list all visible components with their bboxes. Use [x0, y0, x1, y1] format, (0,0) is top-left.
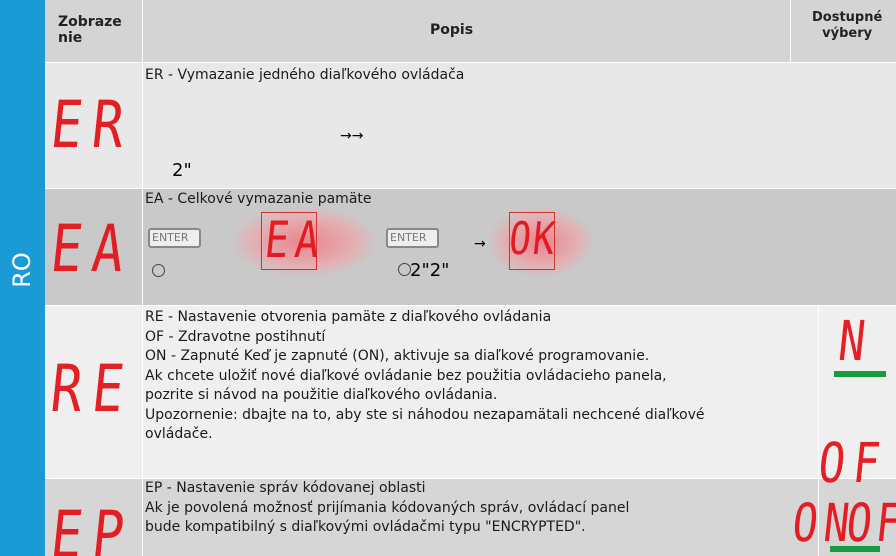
description-line: ovládače. [145, 426, 213, 442]
screen-box [509, 212, 555, 270]
header-line: Dostupné [812, 10, 883, 25]
divider [45, 62, 896, 63]
clock-icon [398, 263, 411, 276]
time: 2" [172, 160, 192, 181]
description: ER - Vymazanie jedného diaľkového ovláda… [145, 67, 465, 83]
screen-code: OK [506, 214, 560, 266]
display-code: EA [47, 212, 138, 287]
selected-marker [830, 546, 880, 552]
description-line: Upozornenie: dbajte na to, aby ste si ná… [145, 406, 705, 423]
arrow: → [474, 236, 486, 252]
header-line: výbery [822, 26, 873, 41]
description: EA - Celkové vymazanie pamäte [145, 191, 372, 207]
sidebar-label: RO [8, 252, 36, 288]
enter-button: ENTER [148, 228, 201, 248]
option-code: OF [843, 492, 896, 554]
divider [45, 305, 896, 306]
screen-box [261, 212, 317, 270]
header-display: Zobraze nie [58, 14, 122, 46]
clock-icon [152, 264, 165, 277]
display-code: RE [47, 352, 138, 427]
option-code: OF [815, 432, 891, 496]
divider [818, 305, 819, 556]
divider [45, 188, 896, 189]
row-ep [45, 478, 896, 556]
display-code: ER [47, 88, 138, 163]
header-options: Dostupné výbery [812, 10, 882, 42]
header-description: Popis [430, 22, 474, 38]
divider [142, 0, 143, 556]
display-code: EP [47, 498, 138, 556]
description-line: bude kompatibilný s diaľkovými ovládačmi… [145, 519, 586, 535]
selected-marker [834, 371, 886, 377]
description-line: OF - Zdravotne postihnutí [145, 328, 326, 345]
row-re [45, 305, 896, 478]
sidebar: RO [0, 0, 45, 556]
description: RE - Nastavenie otvorenia pamäte z diaľk… [145, 308, 705, 445]
header-row [45, 0, 896, 62]
enter-button: ENTER [386, 228, 439, 248]
description-line: EP - Nastavenie správ kódovanej oblasti [145, 480, 426, 496]
time: 2"2" [410, 260, 450, 281]
description: EP - Nastavenie správ kódovanej oblasti A… [145, 479, 629, 538]
description-line: RE - Nastavenie otvorenia pamäte z diaľk… [145, 309, 552, 325]
divider [45, 478, 896, 479]
row-er [45, 62, 896, 188]
option-code: N [835, 310, 879, 374]
description-line: Ak chcete uložiť nové diaľkové ovládanie… [145, 367, 667, 384]
description-line: pozrite si návod na použitie diaľkového … [145, 387, 498, 403]
header-line: nie [58, 30, 83, 46]
glow [232, 207, 377, 277]
divider [790, 0, 791, 62]
description-line: Ak je povolená možnosť prijímania kódova… [145, 499, 630, 516]
description-line: ON - Zapnuté Keď je zapnuté (ON), aktivu… [145, 348, 650, 364]
glow [488, 207, 593, 277]
screen-code: EA [261, 212, 329, 270]
arrows: →→ [340, 128, 364, 144]
header-line: Zobraze [58, 14, 122, 30]
